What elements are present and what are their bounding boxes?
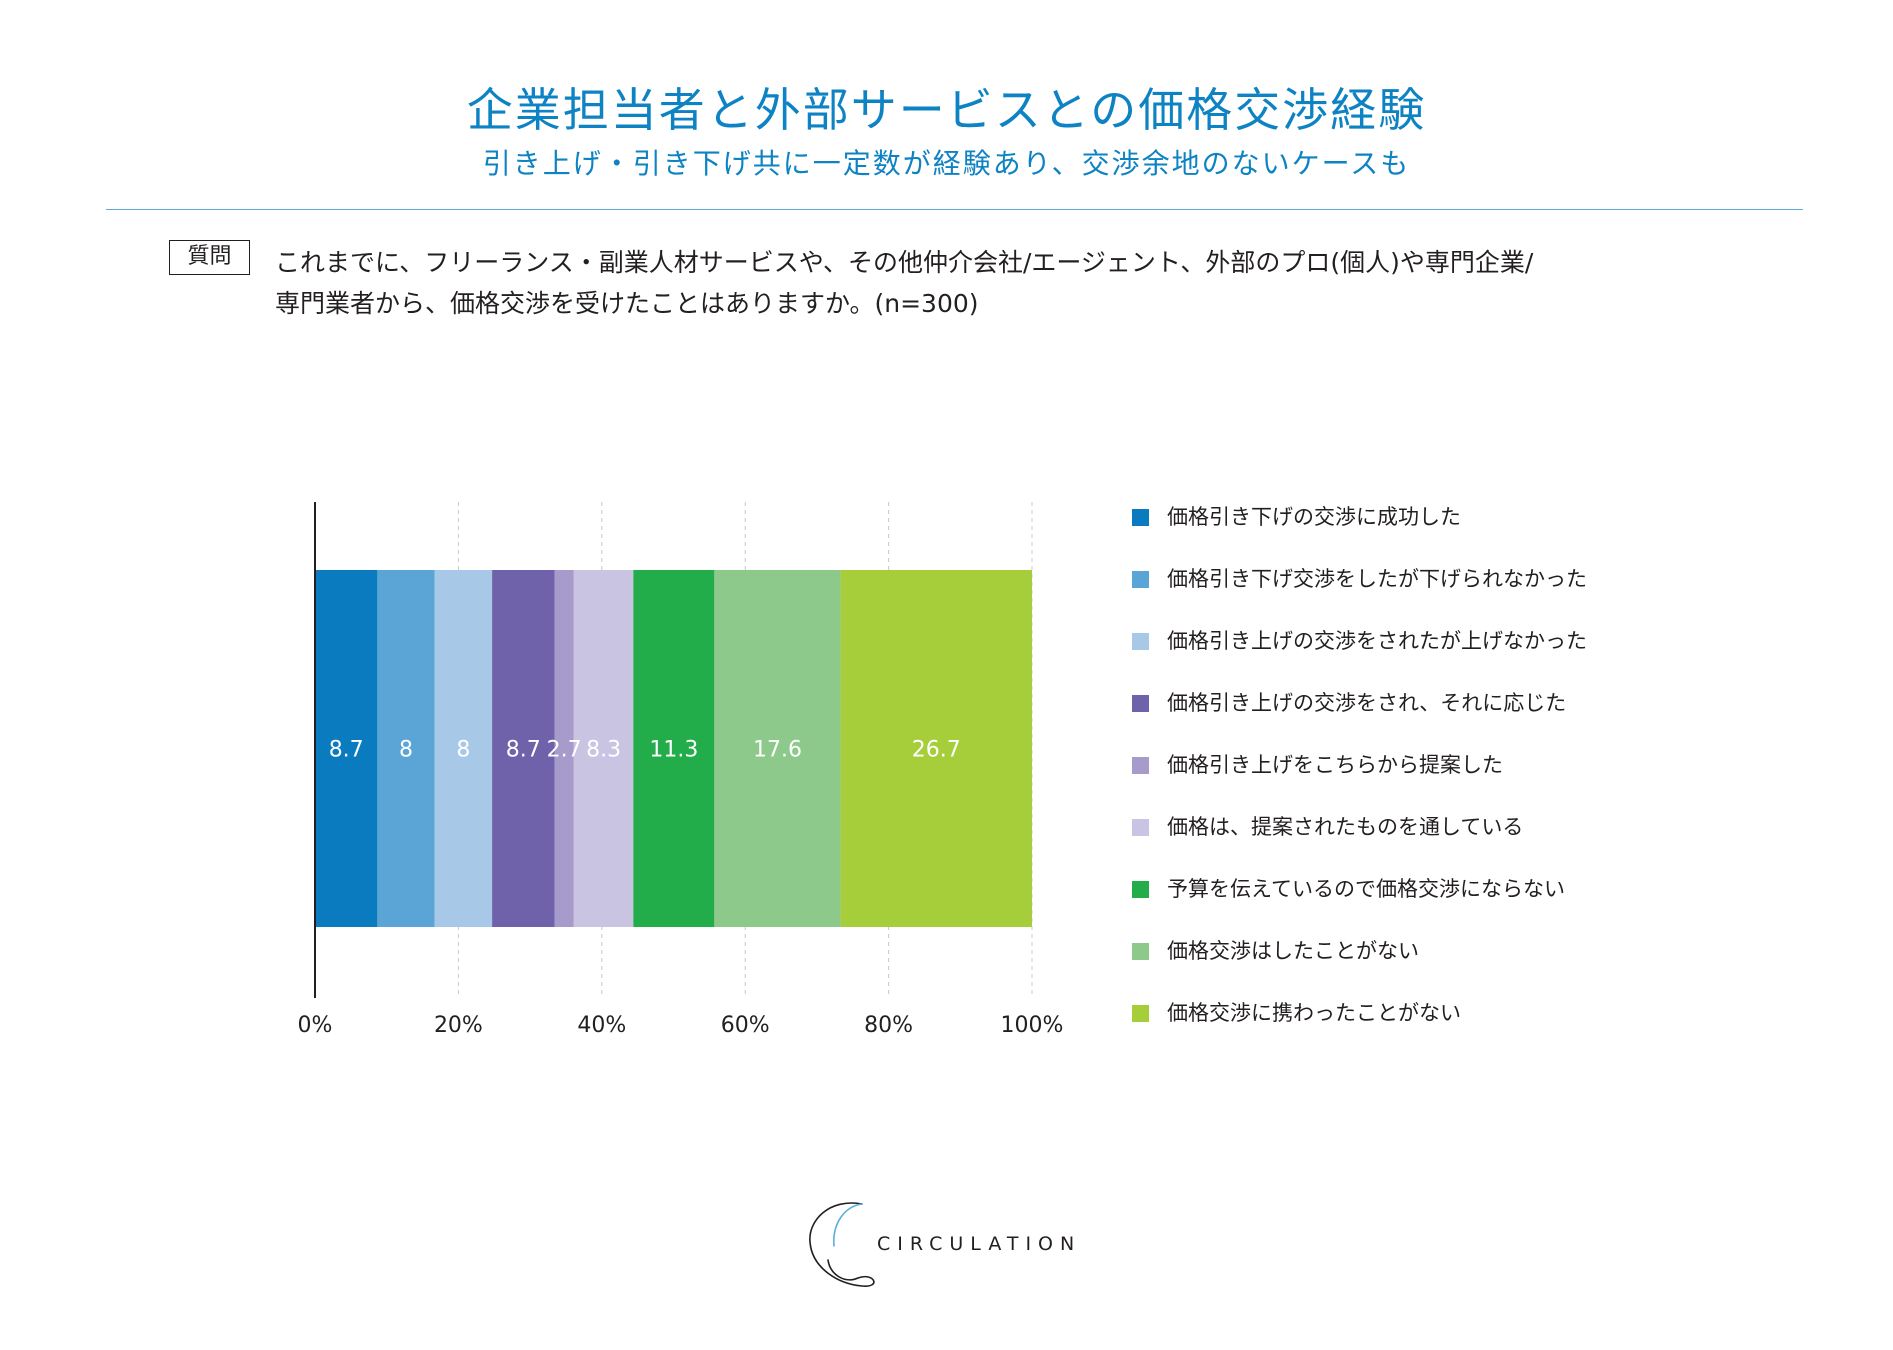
legend-swatch: [1132, 1005, 1149, 1022]
circulation-logo-mark: [809, 1202, 875, 1287]
bar-segment-9: [840, 570, 1032, 927]
legend-label: 価格引き下げの交渉に成功した: [1167, 505, 1461, 529]
chart-bars: [315, 570, 1032, 927]
question-text-line1: これまでに、フリーランス・副業人材サービスや、その他仲介会社/エージェント、外部…: [275, 248, 1534, 277]
legend-swatch: [1132, 943, 1149, 960]
legend-swatch: [1132, 695, 1149, 712]
page-subtitle: 引き上げ・引き下げ共に一定数が経験あり、交渉余地のないケースも: [482, 147, 1411, 180]
legend-label: 価格引き上げの交渉をされ、それに応じた: [1167, 691, 1567, 715]
bar-segment-2: [377, 570, 435, 927]
x-tick-label-0: 0%: [298, 1013, 333, 1038]
bar-segment-3: [434, 570, 493, 927]
chart-data-labels: 8.7 8 8 8.7 2.7 8.3 11.3 17.6 26.7: [329, 738, 961, 763]
legend-label: 予算を伝えているので価格交渉にならない: [1167, 877, 1565, 901]
page-title: 企業担当者と外部サービスとの価格交渉経験: [466, 83, 1427, 137]
x-tick-label-40: 40%: [577, 1013, 626, 1038]
legend-swatch: [1132, 881, 1149, 898]
legend-swatch: [1132, 509, 1149, 526]
data-label-6: 8.3: [586, 738, 621, 763]
x-tick-label-60: 60%: [721, 1013, 770, 1038]
legend-swatch: [1132, 757, 1149, 774]
legend-label: 価格引き上げの交渉をされたが上げなかった: [1167, 629, 1587, 653]
data-label-4: 8.7: [506, 738, 541, 763]
data-label-2: 8: [399, 738, 413, 763]
legend-label: 価格は、提案されたものを通している: [1167, 815, 1524, 839]
legend-swatch: [1132, 571, 1149, 588]
data-label-7: 11.3: [649, 738, 698, 763]
legend-label: 価格引き下げ交渉をしたが下げられなかった: [1167, 567, 1587, 591]
bar-segment-1: [315, 570, 378, 927]
question-tag: 質問: [169, 240, 250, 275]
question-text-line2: 専門業者から、価格交渉を受けたことはありますか。(n=300): [275, 289, 979, 318]
data-label-5: 2.7: [547, 738, 582, 763]
legend-label: 価格交渉に携わったことがない: [1167, 1001, 1461, 1025]
legend-swatch: [1132, 819, 1149, 836]
x-tick-label-20: 20%: [434, 1013, 483, 1038]
bar-segment-8: [714, 570, 841, 927]
bar-segment-7: [633, 570, 715, 927]
bar-segment-5: [554, 570, 574, 927]
legend-label: 価格交渉はしたことがない: [1167, 939, 1419, 963]
bar-segment-6: [573, 570, 634, 927]
header-divider: [106, 209, 1803, 210]
data-label-9: 26.7: [912, 738, 961, 763]
data-label-8: 17.6: [753, 738, 802, 763]
x-tick-label-80: 80%: [864, 1013, 913, 1038]
data-label-3: 8: [456, 738, 470, 763]
bar-segment-4: [492, 570, 555, 927]
circulation-logo-text: CIRCULATION: [877, 1233, 1082, 1255]
data-label-1: 8.7: [329, 738, 364, 763]
chart-axis: 0% 20% 40% 60% 80% 100%: [298, 502, 1064, 1038]
x-tick-label-100: 100%: [1001, 1013, 1064, 1038]
legend-swatch: [1132, 633, 1149, 650]
legend-label: 価格引き上げをこちらから提案した: [1167, 753, 1503, 777]
